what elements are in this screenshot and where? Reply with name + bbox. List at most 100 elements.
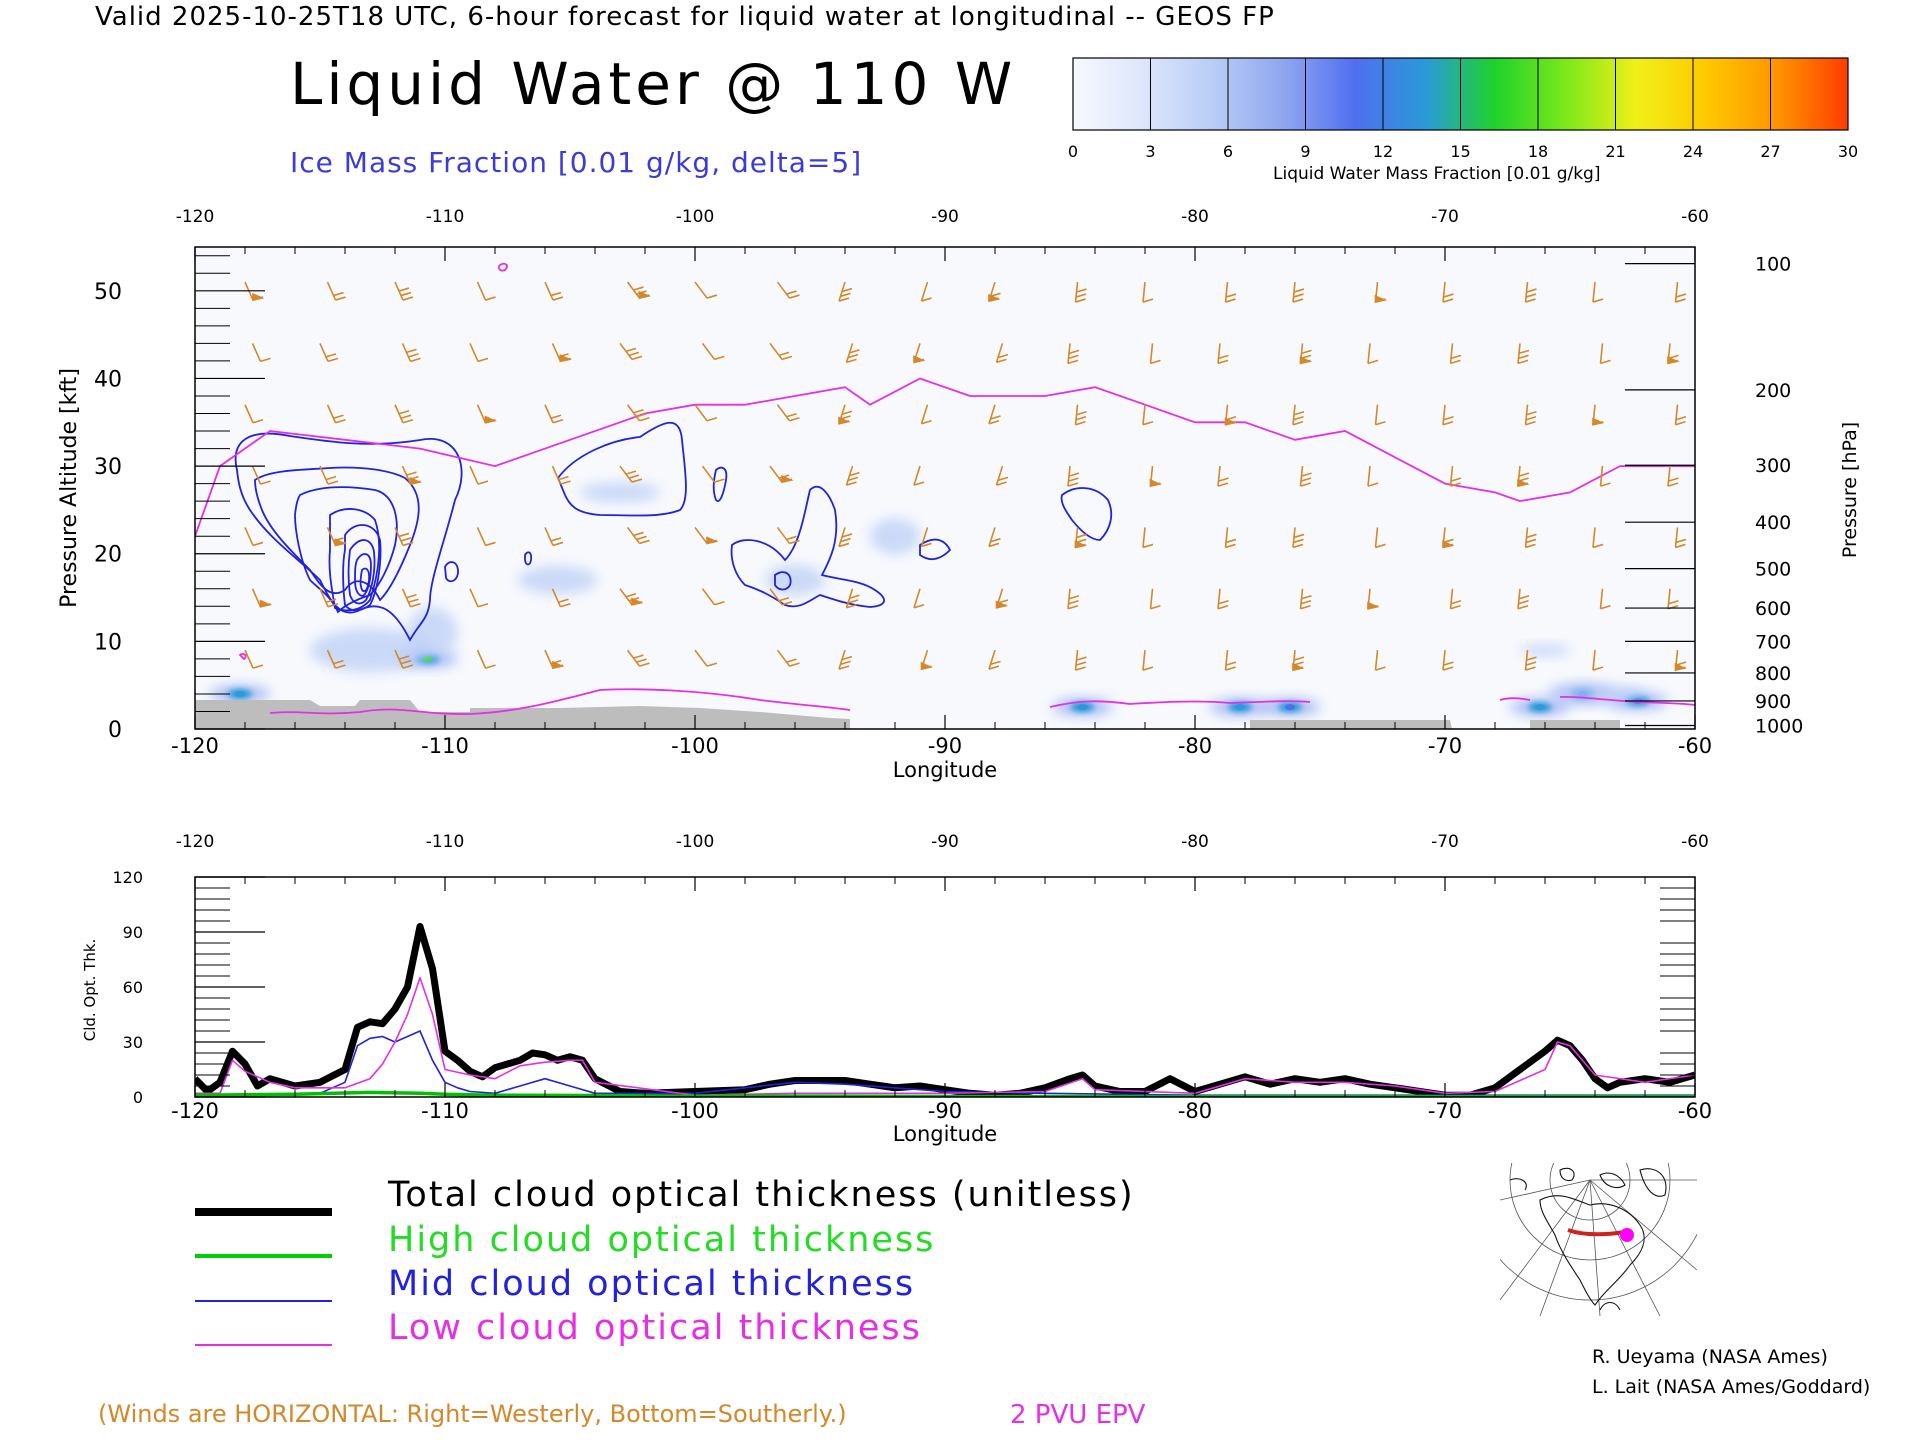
x-tick-label-top: -120 <box>176 207 215 227</box>
wind-barb-feather <box>552 418 564 424</box>
wind-barb-feather <box>325 598 337 604</box>
wind-barb-feather <box>1600 605 1611 610</box>
x-tick-label: -60 <box>1678 1099 1712 1123</box>
liquid-water-blob-core <box>235 690 245 697</box>
pressure-tick-label: 100 <box>1755 254 1791 276</box>
x-tick-label: -70 <box>1428 1099 1462 1123</box>
colorbar-tick-label: 21 <box>1605 142 1625 161</box>
wind-barb-feather <box>1292 543 1304 549</box>
y-axis-title: Pressure Altitude [kft] <box>57 368 82 608</box>
wind-barb <box>251 588 273 608</box>
wind-barb-shaft <box>244 404 254 424</box>
pressure-tick-label: 1000 <box>1755 715 1803 737</box>
wind-barb-feather <box>1300 600 1312 605</box>
x-tick-label: -80 <box>1178 734 1212 758</box>
wind-barb <box>769 588 793 606</box>
wind-barb <box>1149 466 1163 488</box>
wind-barb <box>1067 588 1080 610</box>
x-tick-label-top: -70 <box>1431 832 1459 852</box>
x-tick-label-top: -60 <box>1681 832 1709 852</box>
wind-barb-feather <box>1375 666 1386 671</box>
wind-barb-feather <box>1076 410 1087 416</box>
wind-barb-feather <box>1600 482 1611 487</box>
wind-barb-feather <box>714 601 725 606</box>
wind-barb <box>244 527 264 547</box>
wind-barb-pennant <box>988 293 1001 303</box>
wind-barb <box>244 404 264 424</box>
x-tick-label: -70 <box>1428 734 1462 758</box>
wind-barb <box>694 404 718 422</box>
bottom-plot-axes: -120 -120 -110 -110 -100 -100 -90 -90 -80 -80 -70 -… <box>81 832 1712 1146</box>
x-tick-label-top: -80 <box>1181 207 1209 227</box>
wind-barb <box>626 281 652 300</box>
wind-barb-feather <box>841 410 853 416</box>
wind-barb-feather <box>706 416 718 422</box>
wind-barb-shaft <box>988 404 996 424</box>
wind-barb-shaft <box>544 404 554 424</box>
wind-barb-feather <box>1525 420 1536 426</box>
wind-barb <box>920 527 932 548</box>
wind-barb-feather <box>921 297 932 302</box>
wind-barb-feather <box>838 542 850 548</box>
wind-barb-feather <box>628 474 640 479</box>
wind-barb-feather <box>1518 600 1529 605</box>
y-axis-title: Cld. Opt. Thk. <box>81 939 99 1042</box>
wind-barb-feather <box>636 535 647 541</box>
header-line: Valid 2025-10-25T18 UTC, 6-hour forecast… <box>95 2 1275 32</box>
wind-barb-shaft <box>776 404 791 422</box>
wind-barb <box>694 281 718 299</box>
wind-barb-shaft <box>1449 588 1454 609</box>
wind-barb <box>469 588 489 608</box>
wind-barb-shaft <box>913 465 921 486</box>
wind-barb-feather <box>1300 477 1312 482</box>
wind-barb <box>988 527 1001 548</box>
wind-barb <box>476 281 496 301</box>
wind-barb-feather <box>1075 298 1086 303</box>
wind-barb-feather <box>1517 605 1529 610</box>
wind-barb-feather <box>1075 666 1086 671</box>
wind-barb <box>988 281 1001 303</box>
wind-barb <box>1224 281 1237 303</box>
wind-barb-shaft <box>694 404 708 422</box>
right-axis-title: Pressure [hPa] <box>1839 422 1861 558</box>
wind-barb-pennant <box>1442 540 1455 549</box>
wind-barb-feather <box>625 470 637 475</box>
y-tick-label: 20 <box>94 543 122 568</box>
wind-barb-feather <box>335 296 346 301</box>
wind-barb-shaft <box>694 526 708 544</box>
wind-barb-shaft <box>476 281 487 301</box>
wind-barb-shaft <box>1217 588 1221 609</box>
wind-barb-shaft <box>920 281 929 302</box>
wind-barb <box>1367 466 1379 487</box>
wind-barb <box>244 281 265 302</box>
wind-barb-feather <box>838 297 850 302</box>
wind-barb <box>769 342 793 361</box>
wind-barb-feather <box>789 539 800 545</box>
wind-barb-feather <box>714 478 725 483</box>
wind-barb <box>1599 466 1611 487</box>
bottom-plot-background <box>195 877 1695 1097</box>
wind-barb-shaft <box>244 649 254 669</box>
wind-barb <box>326 404 346 424</box>
wind-barb-feather <box>1218 354 1229 360</box>
wind-barb-feather <box>1675 415 1687 421</box>
wind-barb-feather <box>1225 661 1237 666</box>
y-tick-label: 30 <box>123 1033 143 1052</box>
wind-barb-feather <box>1525 538 1537 544</box>
wind-barb <box>1674 650 1688 672</box>
wind-barb-shaft <box>701 588 716 606</box>
wind-barb-pennant <box>1517 478 1530 488</box>
wind-barb-feather <box>1075 293 1087 298</box>
wind-barb-feather <box>398 655 410 660</box>
wind-barb <box>1674 281 1687 303</box>
colorbar-tick-label: 27 <box>1760 142 1780 161</box>
wind-barb <box>776 404 800 422</box>
wind-barb-feather <box>335 664 346 669</box>
wind-barb <box>776 281 800 299</box>
wind-barb-feather <box>990 415 1001 420</box>
wind-barb-feather <box>1668 600 1679 605</box>
wind-barb-shaft <box>769 588 783 606</box>
wind-barb-feather <box>1293 288 1305 293</box>
legend-label-mid: Mid cloud optical thickness <box>388 1264 916 1304</box>
wind-barb-feather <box>333 659 344 665</box>
